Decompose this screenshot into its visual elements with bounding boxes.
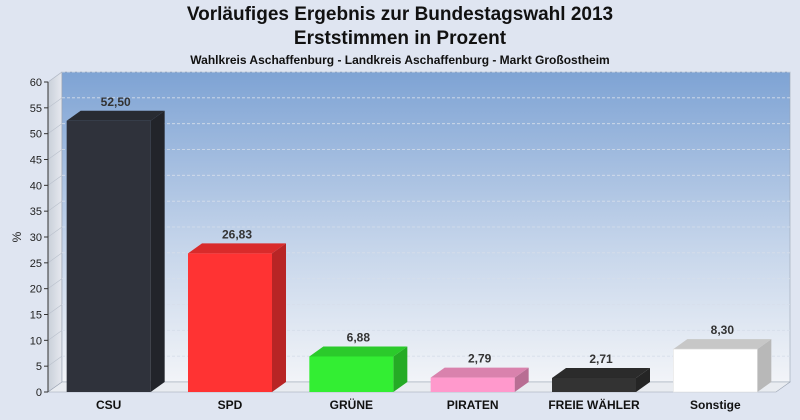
bar-side — [393, 346, 408, 392]
y-axis: 0 5 10 15 20 25 30 35 40 45 50 55 60 — [30, 77, 49, 399]
bar-top — [430, 367, 529, 378]
y-axis-label: % — [10, 231, 24, 242]
gridline-wall — [47, 71, 63, 83]
bar-piraten — [430, 367, 529, 392]
gridline-wall — [47, 200, 63, 212]
back-wall — [61, 71, 791, 383]
data-label: 6,88 — [347, 330, 371, 344]
gridline-wall — [47, 330, 63, 341]
y-tick-label: 5 — [36, 361, 42, 373]
x-tick-label: FREIE WÄHLER — [548, 397, 640, 412]
y-tick-label: 45 — [30, 155, 42, 167]
y-tick-label: 55 — [30, 103, 42, 115]
y-tick-label: 35 — [30, 206, 42, 218]
data-label: 8,30 — [711, 323, 735, 337]
gridline-wall — [47, 149, 63, 160]
bars: 52,50 26,83 6,88 2,79 2,71 8,30 — [66, 95, 772, 393]
bar-side — [757, 339, 772, 392]
bar-side — [636, 367, 650, 392]
data-label: 52,50 — [101, 95, 131, 109]
bar-front — [430, 377, 515, 392]
bar-front — [552, 377, 636, 392]
y-tick-label: 20 — [30, 284, 42, 296]
bar-grüne — [309, 346, 408, 392]
bar-top — [673, 339, 772, 350]
x-axis: CSU SPD GRÜNE PIRATEN FREIE WÄHLER Sonstige — [96, 397, 741, 412]
data-label: 2,79 — [468, 352, 492, 366]
bar-front — [66, 120, 151, 392]
y-tick-label: 30 — [30, 232, 42, 244]
gridline-wall — [47, 252, 63, 264]
y-tick-label: 25 — [30, 258, 42, 270]
x-tick-label: Sonstige — [690, 398, 741, 412]
gridline-wall — [47, 97, 63, 109]
y-tick-label: 0 — [36, 387, 42, 399]
y-tick-label: 10 — [30, 335, 42, 347]
y-tick-label: 50 — [30, 129, 42, 141]
data-label: 26,83 — [222, 227, 252, 241]
bar-top — [309, 346, 408, 357]
y-tick-label: 60 — [30, 77, 42, 89]
gridline-wall — [47, 355, 63, 367]
bar-csu — [66, 110, 165, 392]
bar-front — [188, 253, 272, 392]
x-tick-label: SPD — [218, 398, 243, 412]
gridline-wall — [47, 226, 63, 238]
bar-spd — [188, 243, 286, 392]
gridline-wall — [47, 304, 63, 315]
chart-title: Vorläufiges Ergebnis zur Bundestagswahl … — [186, 4, 614, 25]
bar-side — [150, 110, 165, 392]
bar-top — [552, 367, 650, 378]
gridline-wall — [47, 278, 63, 289]
bar-top — [66, 110, 165, 121]
y-tick-label: 40 — [30, 180, 42, 192]
gridlines — [47, 71, 790, 367]
bar-side — [514, 367, 529, 392]
x-tick-label: GRÜNE — [330, 397, 373, 412]
bar-front — [309, 356, 394, 392]
chart-title-line-2: Erststimmen in Prozent — [293, 28, 507, 49]
gridline-wall — [47, 175, 63, 186]
y-tick-label: 15 — [30, 310, 42, 322]
bar-sonstige — [673, 339, 772, 393]
bar-front — [673, 348, 758, 393]
gridline-wall — [47, 123, 63, 134]
bar-side — [272, 243, 286, 392]
data-label: 2,71 — [589, 352, 613, 366]
bar-freie-wähler — [552, 367, 650, 392]
bar-top — [188, 243, 286, 254]
x-tick-label: CSU — [96, 398, 121, 412]
chart-subtitle: Wahlkreis Aschaffenburg - Landkreis Asch… — [190, 53, 610, 67]
x-tick-label: PIRATEN — [447, 398, 499, 412]
